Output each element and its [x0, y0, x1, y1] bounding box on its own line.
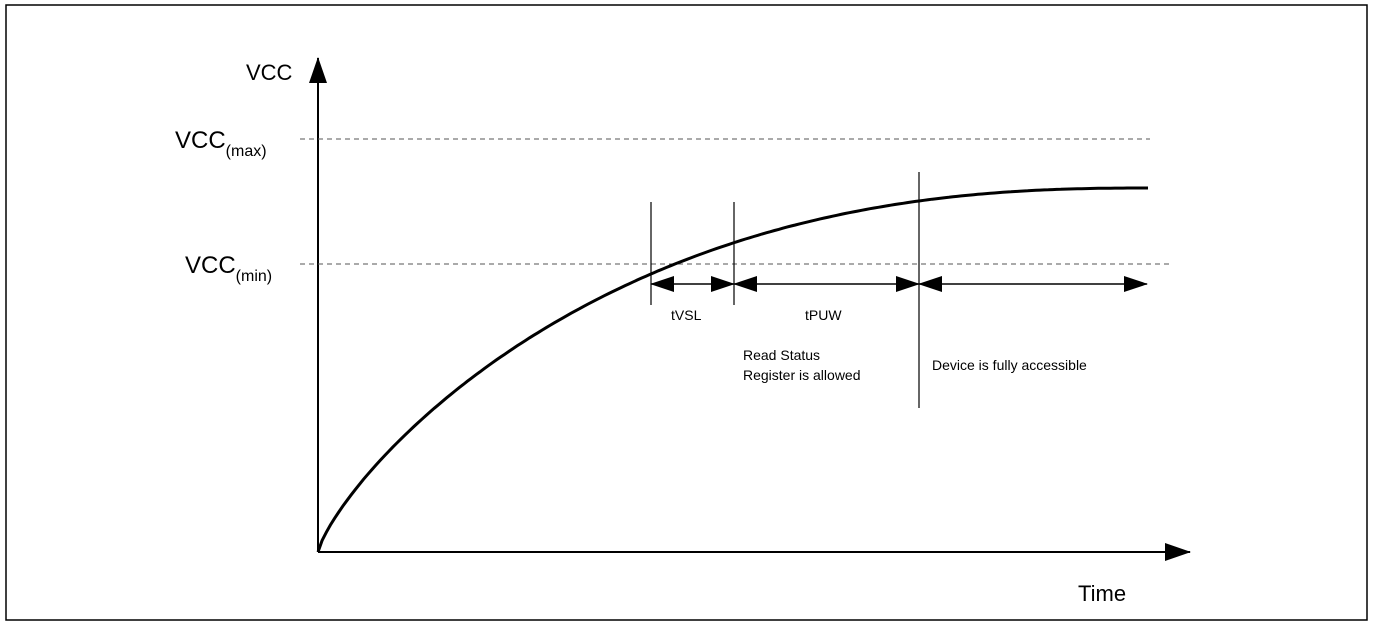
vcc-rise-curve [316, 186, 1148, 553]
vcc-min-label-main: VCC [185, 252, 236, 279]
vcc-max-label-main: VCC [175, 127, 226, 154]
vcc-min-label: VCC(min) [185, 252, 272, 285]
read-status-line-1: Read Status [743, 347, 820, 363]
vcc-max-label: VCC(max) [175, 127, 267, 160]
fully-accessible-note: Device is fully accessible [932, 357, 1087, 373]
read-status-line-2: Register is allowed [743, 367, 861, 383]
x-axis-label: Time [1078, 581, 1126, 606]
tpuw-label: tPUW [805, 307, 842, 323]
read-status-note: Read Status Register is allowed [743, 347, 861, 383]
tvsl-label: tVSL [671, 307, 702, 323]
vcc-min-label-sub: (min) [236, 268, 272, 285]
vcc-max-label-sub: (max) [226, 143, 267, 160]
diagram-frame [5, 4, 1368, 621]
y-axis-label: VCC [246, 60, 293, 85]
